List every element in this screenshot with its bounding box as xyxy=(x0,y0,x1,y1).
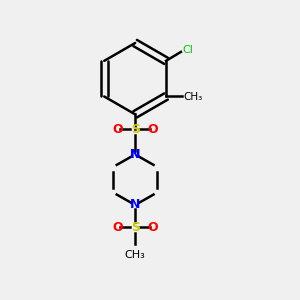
Text: O: O xyxy=(112,123,123,136)
Text: CH₃: CH₃ xyxy=(125,250,146,260)
Text: CH₃: CH₃ xyxy=(184,92,203,101)
Text: O: O xyxy=(112,221,123,234)
Text: S: S xyxy=(130,221,140,234)
Text: N: N xyxy=(130,148,140,161)
Text: O: O xyxy=(148,221,158,234)
Text: Cl: Cl xyxy=(182,45,193,56)
Text: N: N xyxy=(130,199,140,212)
Text: N: N xyxy=(130,148,140,161)
Text: S: S xyxy=(130,123,140,136)
Text: O: O xyxy=(148,123,158,136)
